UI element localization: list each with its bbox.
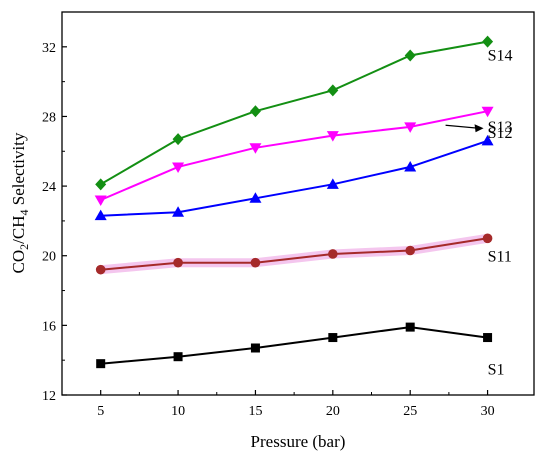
y-tick-label: 24: [42, 180, 56, 195]
y-tick-label: 12: [42, 389, 56, 404]
data-point: [326, 131, 339, 142]
data-point: [172, 206, 185, 217]
data-point: [482, 233, 493, 244]
data-point: [326, 178, 339, 189]
data-point: [95, 264, 106, 275]
y-axis-title: CO2/CH4 Selectivity: [9, 132, 31, 273]
data-point: [250, 343, 260, 353]
y-title-subscript: 4: [17, 210, 31, 216]
y-tick-label: 28: [42, 110, 56, 125]
x-tick-label: 5: [97, 404, 104, 419]
series-s13: [94, 106, 494, 207]
x-tick-label: 20: [326, 404, 340, 419]
data-point: [482, 35, 494, 48]
series-label-s14: S14: [488, 48, 513, 65]
y-tick-label: 16: [42, 319, 56, 334]
data-point: [328, 249, 338, 259]
series-label-s11: S11: [488, 248, 512, 265]
series-line: [100, 40, 488, 186]
x-tick-label: 15: [248, 404, 262, 419]
x-axis-title: Pressure (bar): [251, 432, 346, 451]
data-point: [481, 134, 494, 146]
data-point: [250, 257, 261, 268]
data-point: [249, 143, 262, 154]
data-point: [249, 105, 261, 118]
data-point: [173, 352, 183, 362]
series-line: [100, 110, 488, 201]
data-point: [327, 84, 339, 97]
data-point: [404, 122, 417, 133]
y-title-part: /CH: [9, 216, 28, 244]
annotation-arrow-head: [474, 124, 484, 133]
series-s11: [95, 233, 493, 275]
data-point: [405, 245, 415, 256]
data-point: [328, 333, 338, 343]
data-point: [172, 133, 184, 146]
annotation-arrow-line: [445, 124, 479, 129]
data-point: [172, 162, 185, 173]
axis-ticks: 5 10 15 20 25 30 12 16 20 24 28 32: [42, 41, 495, 419]
data-point: [404, 160, 417, 172]
series-s14: [95, 35, 494, 191]
y-title-subscript: 2: [17, 244, 31, 250]
data-point: [404, 49, 416, 62]
series-layer: [94, 35, 494, 369]
y-tick-label: 32: [42, 41, 56, 56]
data-point: [481, 106, 494, 118]
y-tick-label: 20: [42, 250, 56, 265]
data-point: [94, 195, 107, 207]
series-line: [100, 139, 488, 217]
data-point: [405, 322, 415, 332]
x-tick-label: 25: [403, 404, 417, 419]
data-point: [94, 209, 107, 221]
data-point: [249, 192, 262, 203]
series-label-s1: S1: [488, 362, 505, 379]
data-point: [173, 257, 183, 268]
y-title-part: Selectivity: [9, 132, 28, 209]
series-s1: [96, 322, 493, 369]
series-label-s13: S13: [488, 119, 513, 136]
plot-frame: [61, 11, 535, 396]
data-point: [95, 178, 107, 191]
x-tick-label: 10: [171, 404, 185, 419]
data-point: [96, 359, 106, 369]
y-title-part: CO: [9, 250, 28, 274]
series-line: [100, 326, 488, 365]
series-line: [100, 237, 488, 271]
data-point: [483, 333, 493, 343]
series-s12: [94, 134, 494, 221]
series-label-s12: S12: [488, 125, 513, 142]
x-tick-label: 30: [481, 404, 495, 419]
